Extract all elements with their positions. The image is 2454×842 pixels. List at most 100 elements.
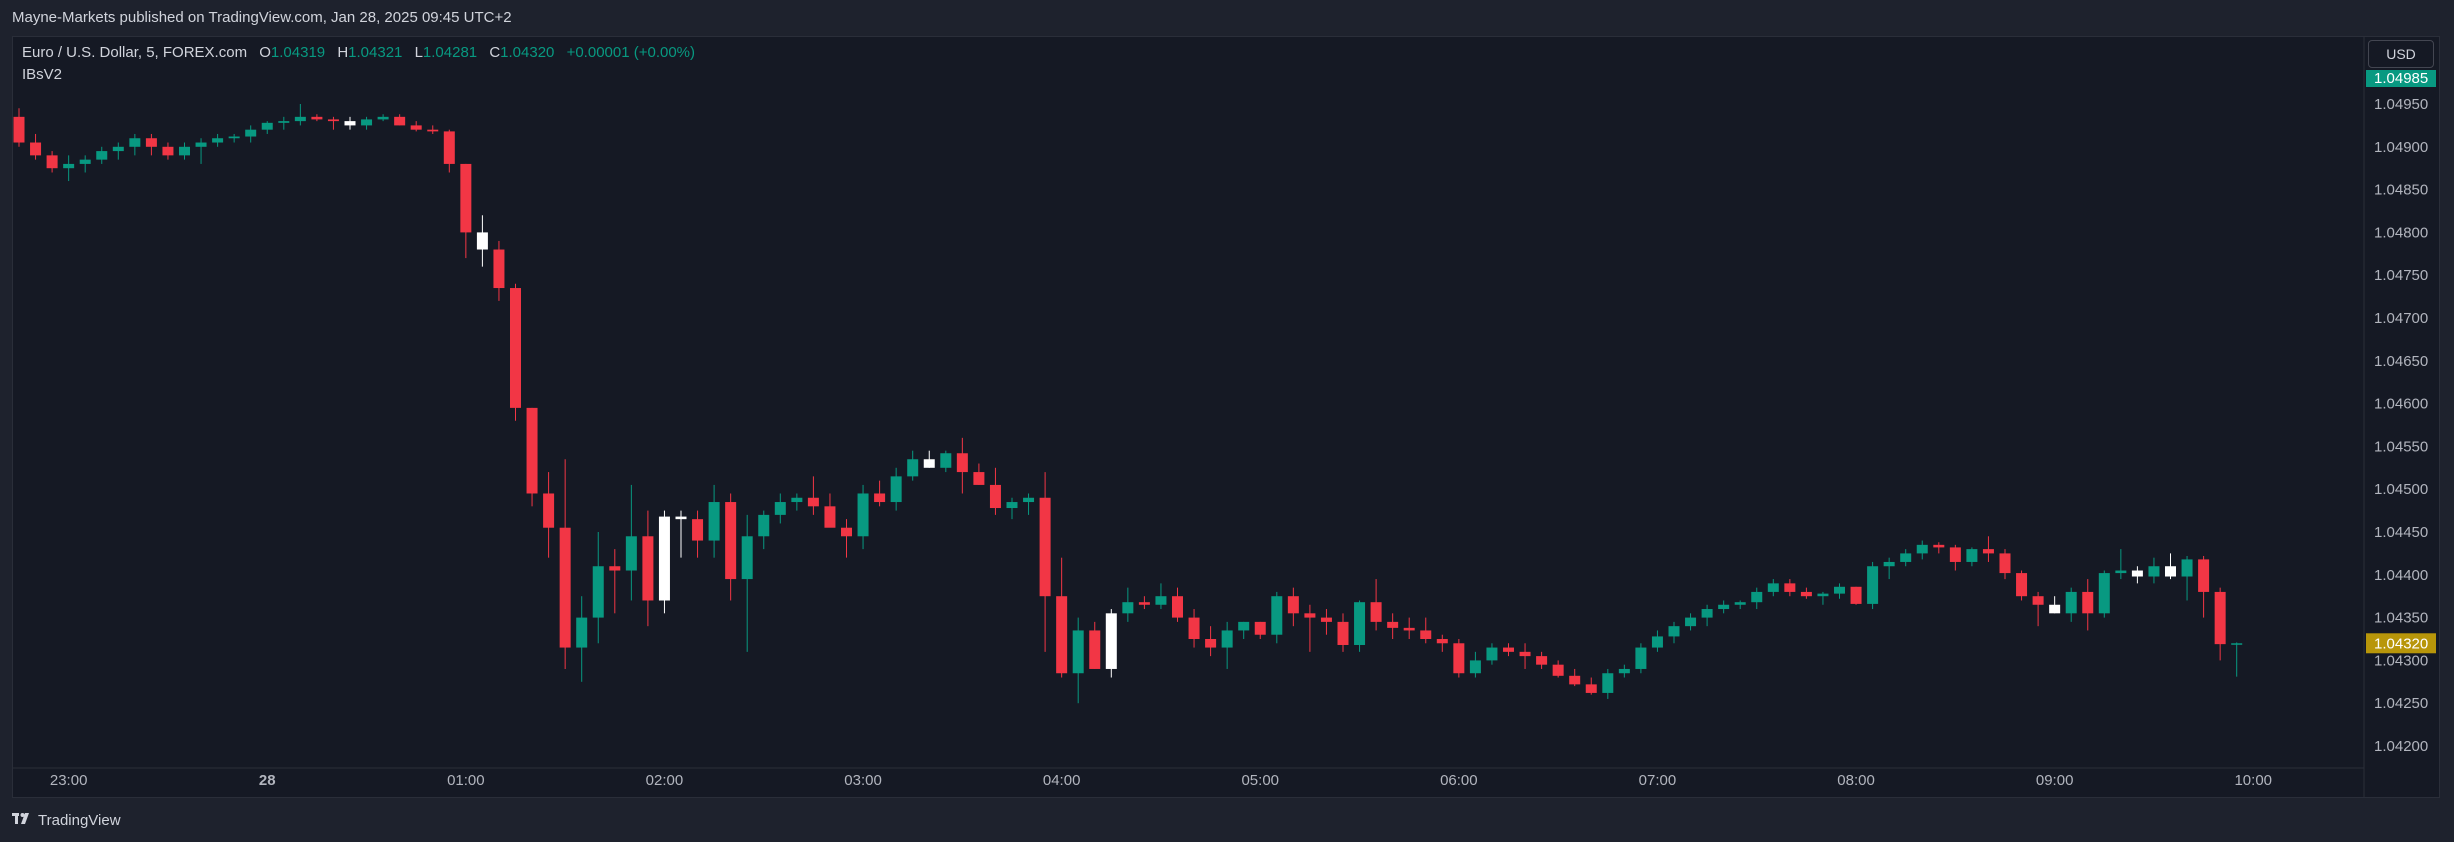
candle-body (2049, 604, 2061, 614)
price-tick-label: 1.04350 (2374, 610, 2428, 627)
price-tick-label: 1.04200 (2374, 738, 2428, 755)
candle-body (1867, 566, 1879, 604)
candle-body (2198, 559, 2210, 592)
candle-body (1916, 544, 1928, 554)
candle-body (576, 617, 588, 648)
candle-body (774, 502, 786, 515)
time-tick-label: 02:00 (646, 772, 684, 789)
candle-body (741, 536, 753, 580)
time-tick-label: 05:00 (1241, 772, 1279, 789)
last-price-tag (2366, 633, 2436, 654)
candle-body (1072, 630, 1084, 674)
time-tick-label: 07:00 (1639, 772, 1677, 789)
candle-body (30, 142, 42, 156)
candle-body (1188, 617, 1200, 639)
candle-body (1287, 596, 1299, 614)
candle-body (1966, 549, 1978, 562)
candle-body (476, 232, 488, 250)
top-bar: Mayne-Markets published on TradingView.c… (0, 0, 2454, 36)
indicator-label[interactable]: IBsV2 (22, 66, 63, 83)
candle-body (493, 249, 505, 289)
candle-body (989, 484, 1001, 509)
candle-body (1536, 656, 1548, 665)
candle-body (344, 121, 356, 126)
candle-body (1834, 586, 1845, 594)
ohlc-legend: Euro / U.S. Dollar, 5, FOREX.com O1.0431… (22, 44, 695, 61)
price-tick-label: 1.04550 (2374, 438, 2428, 455)
candle-body (857, 493, 869, 537)
price-tick-label: 1.04750 (2374, 267, 2428, 284)
candle-body (2065, 591, 2077, 614)
candle-body (1585, 684, 1597, 693)
candle-body (129, 138, 141, 147)
candle-body (658, 516, 670, 601)
price-tick-label: 1.04850 (2374, 182, 2428, 199)
candle-body (2098, 573, 2110, 614)
candle-body (1205, 639, 1217, 648)
candle-body (675, 516, 687, 520)
price-tick-label: 1.04300 (2374, 652, 2428, 669)
candle-body (2181, 559, 2193, 577)
candle-body (1354, 602, 1366, 645)
time-tick-label: 09:00 (2036, 772, 2074, 789)
candle-body (145, 138, 157, 147)
candle-body (1602, 673, 1614, 693)
candle-body (13, 116, 25, 143)
candle-body (1122, 602, 1134, 614)
time-tick-label: 10:00 (2234, 772, 2272, 789)
candle-body (1685, 617, 1697, 627)
candle-body (874, 493, 886, 503)
candle-body (1569, 675, 1581, 685)
candle-body (228, 136, 240, 139)
candle-body (2016, 573, 2028, 597)
candle-body (1486, 647, 1498, 661)
candle-body (2082, 591, 2094, 614)
candle-body (609, 566, 621, 571)
candle-body (1238, 621, 1250, 631)
time-tick-label: 03:00 (844, 772, 882, 789)
candle-body (46, 155, 58, 169)
candle-body (162, 146, 174, 156)
high-label: H (337, 44, 349, 61)
candle-body (1933, 544, 1945, 548)
candle-body (791, 497, 803, 503)
price-tick-label: 1.04500 (2374, 481, 2428, 498)
candle-body (2231, 643, 2243, 645)
candle-body (543, 493, 555, 528)
candle-body (1900, 553, 1912, 562)
candle-body (377, 116, 389, 120)
candle-body (278, 121, 290, 123)
symbol-title[interactable]: Euro / U.S. Dollar, 5, FOREX.com (22, 44, 248, 61)
open-label: O (259, 44, 271, 61)
candle-body (1999, 553, 2011, 574)
candle-body (1436, 639, 1448, 644)
candle-body (1320, 617, 1332, 622)
close-label: C (489, 44, 501, 61)
candle-body (460, 163, 472, 233)
candle-body (1023, 497, 1035, 503)
candle-body (1883, 561, 1895, 567)
candle-body (940, 453, 952, 468)
last-price-label: 1.04320 (2374, 635, 2428, 652)
candle-body (1718, 604, 1730, 610)
candle-body (2131, 570, 2143, 577)
candle-body (1254, 621, 1266, 635)
candle-body (758, 514, 770, 537)
candle-body (510, 288, 521, 408)
candle-body (361, 119, 373, 126)
candle-body (311, 116, 323, 120)
chart-pane[interactable] (12, 36, 2440, 798)
candle-body (1469, 660, 1481, 674)
price-tick-label: 1.04950 (2374, 96, 2428, 113)
currency-button[interactable]: USD (2368, 40, 2434, 68)
candle-body (824, 506, 836, 528)
candle-body (625, 536, 637, 571)
price-tick-label: 1.04700 (2374, 310, 2428, 327)
candle-body (890, 476, 902, 503)
low-label: L (414, 44, 423, 61)
candle-body (1982, 549, 1994, 554)
candle-body (294, 116, 306, 122)
tradingview-brand[interactable]: TradingView (12, 812, 121, 829)
candle-body (973, 472, 985, 485)
